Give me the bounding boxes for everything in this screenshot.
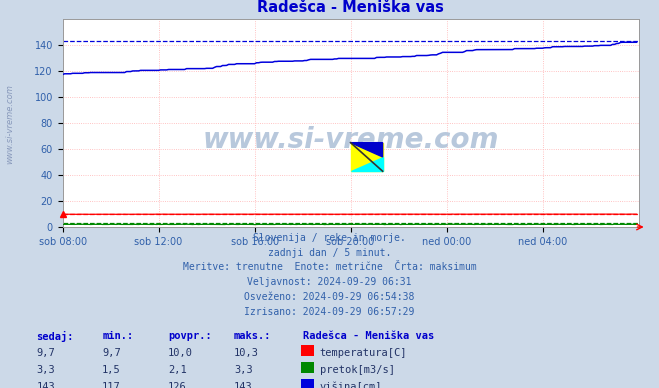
Text: sedaj:: sedaj: xyxy=(36,331,74,341)
Text: 117: 117 xyxy=(102,382,121,388)
Text: 1,5: 1,5 xyxy=(102,365,121,375)
Bar xyxy=(351,143,383,171)
Text: www.si-vreme.com: www.si-vreme.com xyxy=(202,126,499,154)
Text: www.si-vreme.com: www.si-vreme.com xyxy=(5,84,14,164)
Text: min.:: min.: xyxy=(102,331,133,341)
Text: 9,7: 9,7 xyxy=(102,348,121,358)
Text: 10,0: 10,0 xyxy=(168,348,193,358)
Text: 126: 126 xyxy=(168,382,186,388)
Text: Osveženo: 2024-09-29 06:54:38: Osveženo: 2024-09-29 06:54:38 xyxy=(244,292,415,302)
Text: temperatura[C]: temperatura[C] xyxy=(320,348,407,358)
Text: Izrisano: 2024-09-29 06:57:29: Izrisano: 2024-09-29 06:57:29 xyxy=(244,307,415,317)
Text: maks.:: maks.: xyxy=(234,331,272,341)
Text: Meritve: trenutne  Enote: metrične  Črta: maksimum: Meritve: trenutne Enote: metrične Črta: … xyxy=(183,262,476,272)
Text: 143: 143 xyxy=(234,382,252,388)
Text: 143: 143 xyxy=(36,382,55,388)
Text: 3,3: 3,3 xyxy=(234,365,252,375)
Text: zadnji dan / 5 minut.: zadnji dan / 5 minut. xyxy=(268,248,391,258)
Text: 2,1: 2,1 xyxy=(168,365,186,375)
Polygon shape xyxy=(351,157,383,171)
Text: povpr.:: povpr.: xyxy=(168,331,212,341)
Text: Veljavnost: 2024-09-29 06:31: Veljavnost: 2024-09-29 06:31 xyxy=(247,277,412,287)
Text: 3,3: 3,3 xyxy=(36,365,55,375)
Text: Slovenija / reke in morje.: Slovenija / reke in morje. xyxy=(253,233,406,243)
Text: 9,7: 9,7 xyxy=(36,348,55,358)
Polygon shape xyxy=(351,143,383,157)
Text: Radešca - Meniška vas: Radešca - Meniška vas xyxy=(303,331,434,341)
Text: 10,3: 10,3 xyxy=(234,348,259,358)
Text: pretok[m3/s]: pretok[m3/s] xyxy=(320,365,395,375)
Text: višina[cm]: višina[cm] xyxy=(320,382,382,388)
Title: Radešca - Meniška vas: Radešca - Meniška vas xyxy=(257,0,444,16)
